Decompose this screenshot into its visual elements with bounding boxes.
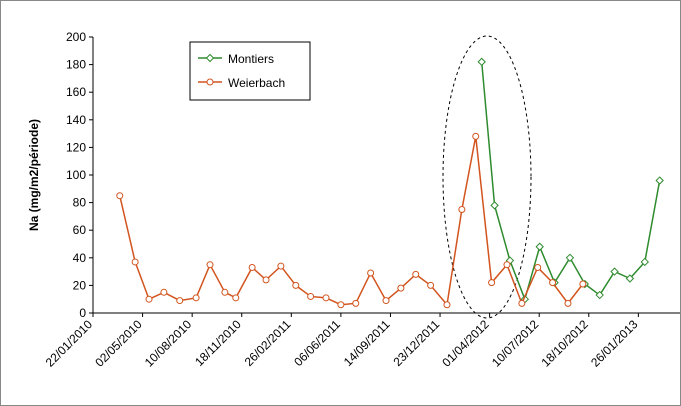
y-tick-label: 140: [66, 113, 86, 127]
point: [640, 257, 650, 267]
point: [490, 201, 499, 210]
y-tick-label: 120: [66, 140, 86, 154]
legend-marker: [205, 53, 215, 63]
point: [145, 295, 153, 303]
point: [232, 294, 240, 302]
point: [655, 176, 664, 185]
point: [565, 253, 575, 263]
point: [595, 290, 604, 300]
point: [367, 269, 375, 277]
y-tick-label: 40: [73, 251, 87, 265]
point: [564, 299, 572, 307]
point: [579, 280, 587, 288]
point: [160, 288, 168, 296]
point: [472, 132, 480, 140]
point: [427, 281, 435, 289]
point: [116, 192, 124, 200]
y-tick-label: 100: [66, 168, 86, 182]
highlight-ellipse: [442, 35, 532, 319]
point: [176, 297, 184, 305]
y-tick-label: 180: [66, 58, 86, 72]
legend: Montiers Weierbach: [189, 41, 311, 101]
point: [549, 279, 557, 287]
point: [610, 267, 619, 276]
y-axis-label: Na (mg/m2/période): [27, 119, 41, 231]
legend-marker: [206, 78, 214, 86]
point: [477, 57, 486, 67]
y-tick-label: 0: [79, 306, 86, 320]
point: [206, 261, 214, 269]
point: [277, 262, 285, 270]
y-tick-label: 80: [73, 196, 87, 210]
series-line: [119, 136, 584, 307]
point: [488, 279, 496, 287]
point: [192, 294, 200, 302]
legend-box: [189, 41, 311, 101]
legend-label: Weierbach: [228, 76, 285, 90]
point: [248, 263, 256, 271]
point: [382, 297, 390, 305]
point: [397, 284, 405, 292]
point: [458, 206, 466, 213]
point: [625, 274, 635, 283]
point: [535, 242, 544, 251]
point: [503, 261, 511, 269]
point: [322, 294, 330, 302]
point: [307, 292, 315, 300]
point: [131, 258, 139, 266]
point: [262, 276, 270, 284]
point: [221, 288, 229, 296]
legend-label: Montiers: [228, 52, 274, 66]
point: [518, 299, 526, 307]
point: [534, 263, 542, 271]
point: [443, 301, 451, 309]
point: [412, 270, 420, 278]
point: [337, 301, 345, 309]
point: [292, 281, 300, 289]
y-tick-label: 160: [66, 85, 86, 99]
point: [352, 299, 360, 307]
y-tick-label: 20: [73, 278, 87, 292]
y-tick-label: 200: [66, 30, 86, 44]
y-tick-label: 60: [73, 223, 87, 237]
